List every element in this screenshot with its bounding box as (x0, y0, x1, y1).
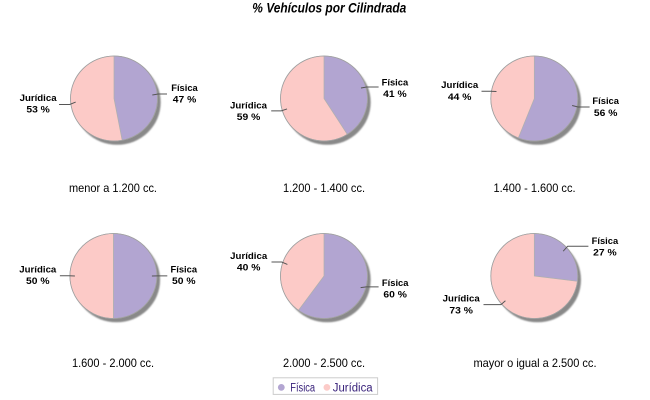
svg-text:Jurídica: Jurídica (333, 383, 373, 395)
svg-text:2.000 - 2.500 cc.: 2.000 - 2.500 cc. (283, 356, 365, 370)
svg-text:40 %: 40 % (237, 262, 261, 272)
svg-text:Física: Física (171, 83, 199, 93)
svg-text:50 %: 50 % (26, 276, 50, 286)
svg-text:Física: Física (171, 264, 199, 274)
svg-text:Jurídica: Jurídica (20, 93, 58, 103)
svg-text:mayor o igual a 2.500 cc.: mayor o igual a 2.500 cc. (474, 356, 597, 370)
svg-text:73 %: 73 % (449, 305, 473, 315)
svg-text:1.400 - 1.600 cc.: 1.400 - 1.600 cc. (494, 181, 576, 195)
svg-text:menor a 1.200 cc.: menor a 1.200 cc. (69, 181, 157, 195)
svg-text:47 %: 47 % (173, 95, 197, 105)
svg-text:1.600 - 2.000 cc.: 1.600 - 2.000 cc. (72, 356, 154, 370)
svg-text:Física: Física (382, 278, 410, 288)
svg-text:60 %: 60 % (383, 289, 407, 299)
svg-text:Física: Física (592, 96, 620, 106)
svg-text:41 %: 41 % (383, 89, 407, 99)
svg-text:Jurídica: Jurídica (441, 80, 479, 90)
svg-text:44 %: 44 % (448, 92, 472, 102)
svg-text:Jurídica: Jurídica (230, 251, 268, 261)
svg-text:Jurídica: Jurídica (443, 294, 481, 304)
svg-text:Física: Física (592, 236, 620, 246)
svg-text:Física: Física (290, 383, 315, 395)
svg-text:Jurídica: Jurídica (230, 101, 268, 111)
svg-text:53 %: 53 % (26, 105, 50, 115)
svg-text:27 %: 27 % (593, 248, 617, 258)
svg-text:Física: Física (382, 77, 410, 87)
svg-text:56 %: 56 % (594, 108, 618, 118)
svg-text:50 %: 50 % (172, 276, 196, 286)
svg-text:% Vehículos por Cilindrada: % Vehículos por Cilindrada (252, 0, 406, 16)
svg-text:1.200 - 1.400 cc.: 1.200 - 1.400 cc. (283, 181, 365, 195)
svg-text:Jurídica: Jurídica (19, 264, 57, 274)
svg-text:59 %: 59 % (237, 112, 261, 122)
